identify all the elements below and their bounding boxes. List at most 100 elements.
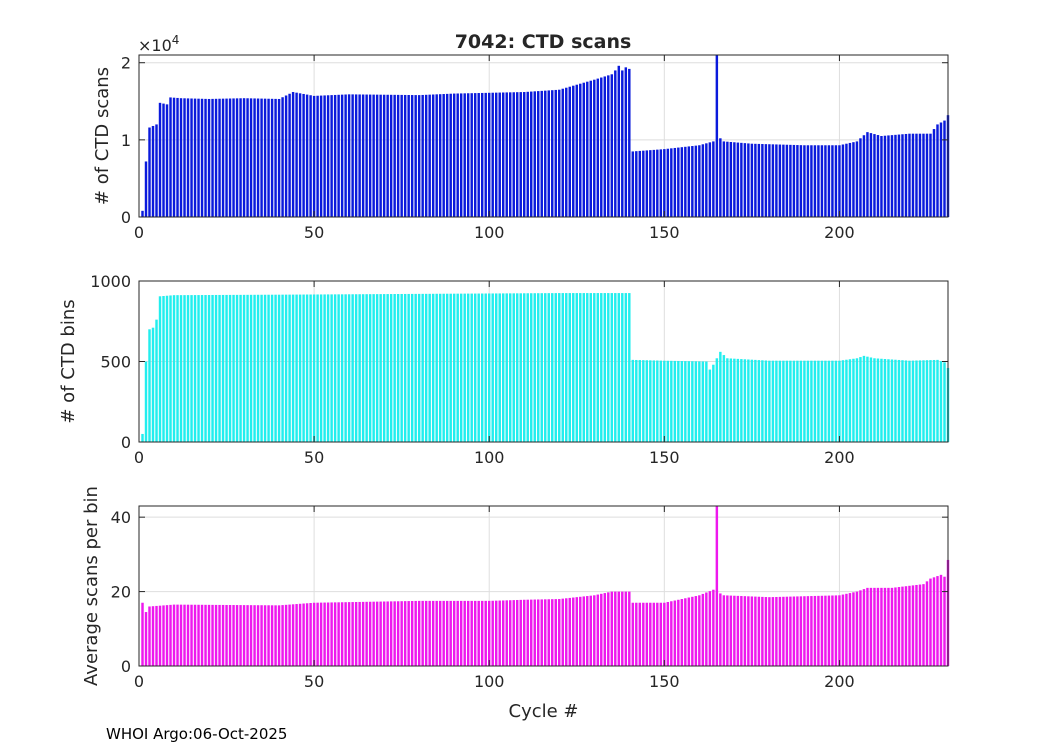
bar-bins [908, 360, 911, 442]
bar-scans [480, 92, 484, 217]
bar-scans [470, 93, 473, 217]
bar-bins [754, 359, 757, 442]
bar-avg [764, 597, 768, 666]
bar-bins [628, 293, 631, 442]
bar-avg [284, 604, 288, 666]
bar-bins [852, 358, 855, 442]
bar-avg [393, 601, 396, 666]
bar-scans [642, 150, 645, 217]
bar-avg [407, 601, 410, 666]
bar-bins [218, 294, 221, 442]
bar-bins [715, 358, 719, 442]
bar-bins [452, 293, 456, 442]
bar-scans [389, 94, 393, 217]
bar-bins [631, 359, 635, 442]
bar-avg [431, 600, 435, 666]
bar-bins [519, 293, 522, 442]
bar-bins [834, 360, 838, 442]
bar-scans [586, 81, 589, 217]
bar-bins [144, 361, 148, 442]
bar-scans [778, 144, 782, 217]
bar-avg [551, 599, 554, 666]
bar-scans [712, 141, 715, 217]
bar-scans [939, 122, 943, 217]
bar-scans [883, 135, 887, 217]
bar-bins [509, 293, 512, 442]
bar-bins [547, 293, 550, 442]
bar-bins [207, 295, 211, 442]
bar-scans [509, 92, 512, 217]
bar-bins [939, 361, 943, 442]
bar-scans [827, 145, 831, 217]
bar-avg [642, 602, 645, 666]
bar-scans [442, 94, 445, 217]
bar-avg [925, 581, 929, 666]
bar-avg [495, 600, 498, 666]
bar-bins [918, 360, 922, 442]
bar-scans [270, 98, 274, 217]
bar-bins [428, 293, 431, 442]
bar-avg [915, 584, 918, 666]
bar-bins [249, 294, 253, 442]
bar-bins [498, 293, 501, 442]
bar-bins [705, 361, 708, 442]
x-tick-label: 150 [649, 448, 680, 467]
bar-scans [284, 95, 288, 217]
bar-avg [691, 596, 694, 666]
bar-bins [764, 360, 768, 442]
bar-scans [925, 133, 929, 217]
bar-bins [670, 360, 673, 442]
bar-scans [221, 98, 225, 217]
bar-avg [663, 602, 666, 666]
bar-avg [817, 595, 820, 666]
bar-bins [817, 360, 820, 442]
bar-bins [635, 359, 638, 442]
bar-scans [785, 144, 789, 217]
bar-scans [722, 141, 726, 217]
bar-avg [190, 604, 193, 666]
bar-scans [593, 79, 596, 217]
bar-avg [936, 576, 939, 666]
bar-bins [516, 293, 519, 442]
bar-avg [610, 591, 614, 666]
bar-scans [267, 98, 270, 217]
bar-avg [904, 586, 908, 666]
bar-bins [733, 358, 736, 442]
bar-bins [242, 294, 246, 442]
bar-bins [337, 294, 340, 442]
bar-bins [649, 360, 652, 442]
bar-avg [645, 602, 649, 666]
bar-scans [347, 94, 351, 217]
bar-scans [705, 143, 708, 217]
bar-avg [789, 596, 792, 666]
bar-avg [330, 602, 333, 666]
bar-scans [235, 98, 239, 217]
bar-scans [162, 103, 165, 217]
y-axis-label: # of CTD bins [58, 299, 79, 423]
bar-scans [932, 129, 936, 217]
bar-avg [638, 602, 642, 666]
bar-bins [820, 360, 824, 442]
bar-scans [260, 98, 263, 217]
bar-bins [789, 360, 792, 442]
bar-avg [232, 605, 235, 666]
bar-bins [876, 358, 880, 442]
bar-bins [768, 360, 771, 442]
bar-scans [197, 98, 200, 217]
bar-bins [284, 294, 288, 442]
x-tick-label: 200 [824, 223, 855, 242]
bar-scans [337, 94, 340, 217]
bar-bins [743, 359, 747, 442]
bar-scans [729, 141, 733, 217]
bar-avg [908, 585, 911, 666]
bar-avg [799, 596, 803, 666]
bar-scans [354, 94, 358, 217]
bar-bins [505, 293, 508, 442]
bar-scans [417, 95, 421, 217]
bar-avg [607, 592, 610, 666]
bar-scans [873, 134, 876, 217]
bar-scans [824, 145, 827, 217]
bar-avg [890, 587, 894, 666]
bar-avg [523, 599, 526, 666]
bar-bins [722, 355, 726, 442]
